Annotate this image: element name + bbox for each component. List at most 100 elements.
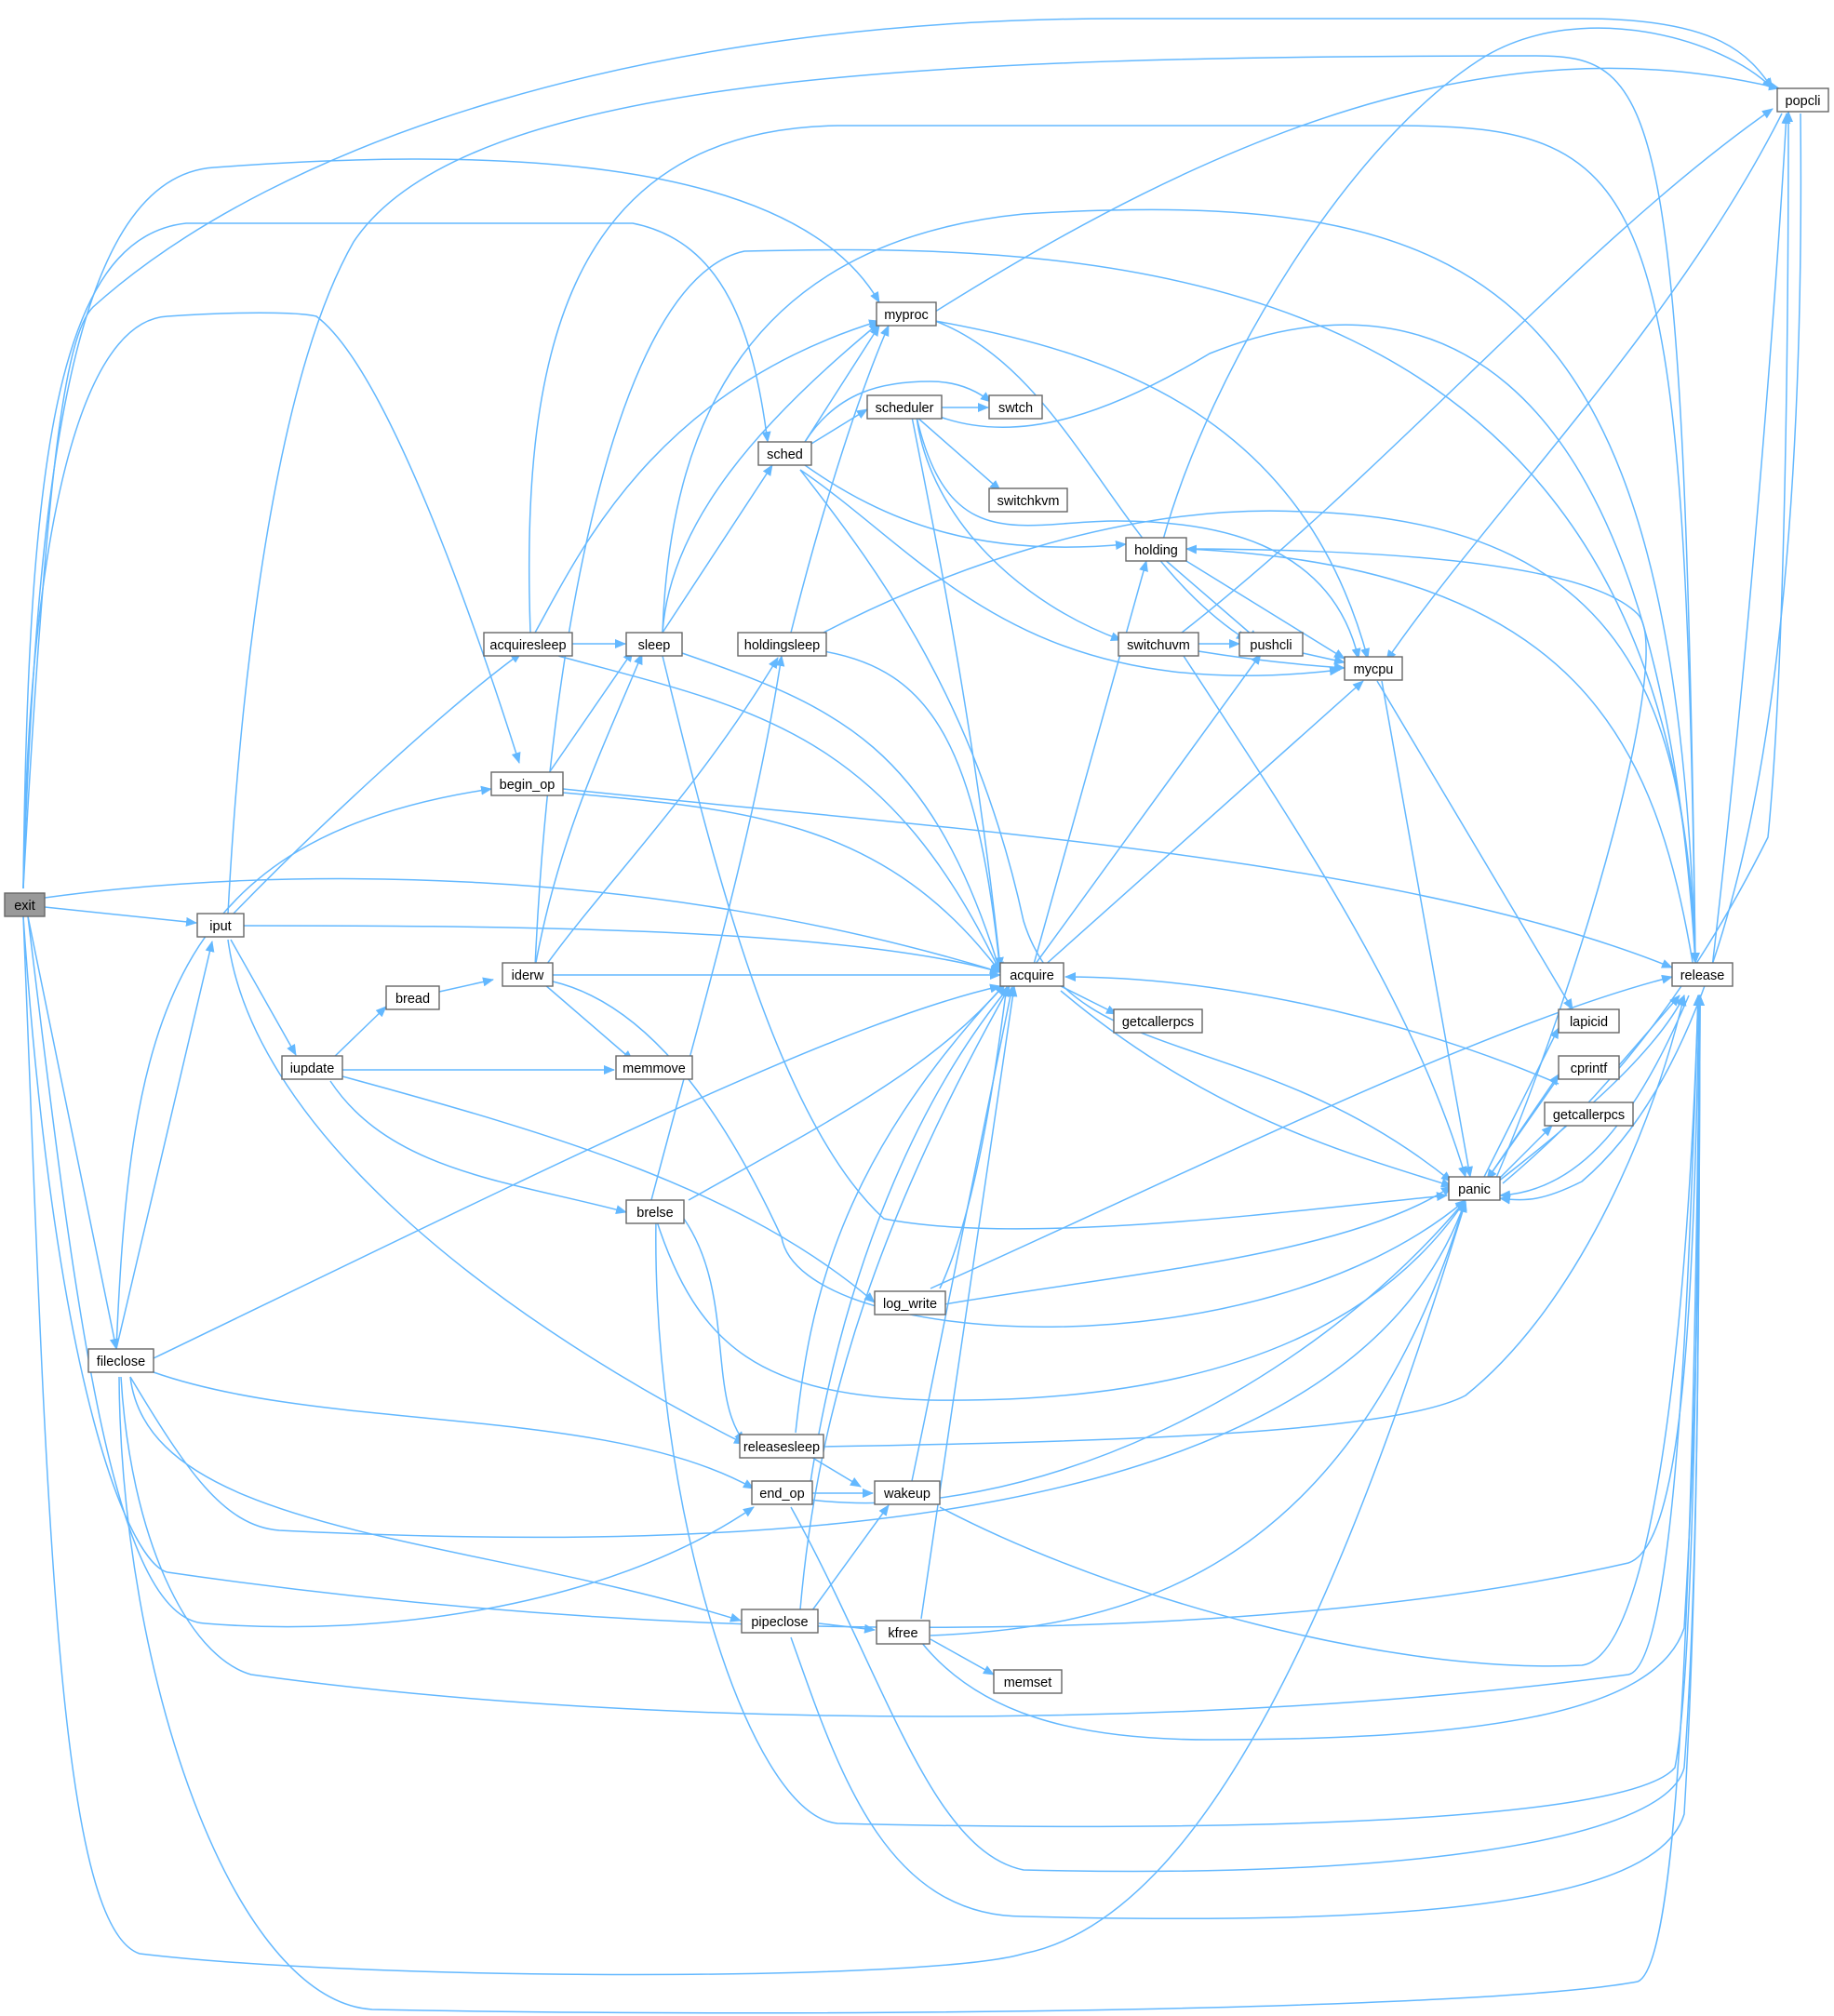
edge-cprintf-panic [1486, 1076, 1560, 1181]
edge-pipeclose-kfree [818, 1622, 876, 1634]
edge-end-op-panic [809, 1199, 1466, 1504]
node-mycpu[interactable]: mycpu [1344, 656, 1403, 681]
edge-myproc-mycpu [934, 320, 1370, 660]
edge-scheduler-switchkvm [916, 416, 1001, 491]
edge-holdingsleep-myproc [790, 325, 890, 634]
edge-iupdate-brelse [329, 1080, 627, 1214]
node-sched[interactable]: sched [757, 441, 812, 466]
edge-sched-myproc [804, 325, 880, 443]
edge-brelse-releasesleep [683, 1218, 745, 1443]
node-wakeup[interactable]: wakeup [874, 1480, 941, 1505]
node-memmove[interactable]: memmove [615, 1055, 693, 1080]
edge-iupdate-log-write [341, 1075, 876, 1303]
svg-text:cprintf: cprintf [1571, 1061, 1608, 1076]
node-end-op[interactable]: end_op [751, 1480, 813, 1505]
node-fileclose[interactable]: fileclose [87, 1348, 154, 1373]
node-switchkvm[interactable]: switchkvm [988, 487, 1068, 513]
edge-iput-acquire [243, 925, 1001, 974]
edge-acquiresleep-release [528, 125, 1700, 964]
edge-panic-getcallerpcs [1497, 1125, 1553, 1181]
node-swtch[interactable]: swtch [988, 394, 1043, 420]
edge-log-write-acquire [939, 985, 1011, 1289]
svg-text:switchuvm: switchuvm [1127, 638, 1190, 653]
svg-text:switchkvm: switchkvm [997, 494, 1060, 509]
edge-release-popcli [1711, 113, 1791, 968]
node-kfree[interactable]: kfree [876, 1620, 930, 1645]
edge-mycpu-panic [1381, 680, 1473, 1178]
edge-iderw-memmove [543, 983, 634, 1061]
svg-text:iupdate: iupdate [290, 1061, 335, 1076]
edge-exit-release [22, 915, 1704, 1628]
node-iupdate[interactable]: iupdate [281, 1055, 343, 1080]
node-getcallerpcs-2[interactable]: getcallerpcs [1544, 1101, 1634, 1127]
node-holding[interactable]: holding [1125, 537, 1187, 562]
node-lapicid[interactable]: lapicid [1558, 1008, 1620, 1034]
edge-iderw-sleep [534, 653, 643, 968]
edge-panic-release [1497, 995, 1685, 1182]
node-getcallerpcs-1[interactable]: getcallerpcs [1113, 1008, 1203, 1034]
node-iput[interactable]: iput [196, 913, 245, 938]
node-brelse[interactable]: brelse [625, 1199, 685, 1224]
node-scheduler[interactable]: scheduler [866, 394, 943, 420]
node-bread[interactable]: bread [385, 985, 440, 1010]
svg-text:release: release [1680, 968, 1725, 983]
edge-pipeclose-acquire [799, 985, 1011, 1610]
svg-text:mycpu: mycpu [1354, 662, 1394, 677]
edge-holdingsleep-release [823, 510, 1700, 964]
edge-exit-panic [22, 915, 1467, 1976]
node-begin-op[interactable]: begin_op [490, 771, 564, 796]
edge-releasesleep-wakeup [809, 1455, 862, 1488]
node-memset[interactable]: memset [993, 1669, 1063, 1694]
edge-switchuvm-popcli [1181, 108, 1774, 634]
edge-brelse-acquire [688, 983, 1006, 1201]
edge-sleep-release [662, 208, 1700, 964]
edge-exit-sched [22, 222, 771, 889]
edge-bread-iderw [438, 977, 494, 993]
svg-text:scheduler: scheduler [876, 401, 934, 416]
edge-log-write-panic [944, 1185, 1452, 1305]
edge-begin-op-acquire [562, 792, 1001, 973]
edge-holdingsleep-acquire [823, 650, 1004, 973]
edge-release-panic [1499, 995, 1690, 1200]
svg-text:myproc: myproc [884, 308, 929, 323]
edge-iput-iupdate [230, 939, 297, 1056]
edge-exit-popcli [22, 18, 1774, 889]
svg-text:acquire: acquire [1010, 968, 1054, 983]
edge-sleep-myproc [662, 322, 880, 634]
node-acquire[interactable]: acquire [999, 962, 1064, 987]
node-pipeclose[interactable]: pipeclose [741, 1609, 819, 1634]
edge-fileclose-release [120, 995, 1703, 1717]
edge-exit-myproc [22, 158, 880, 889]
edge-sleep-panic [662, 655, 1448, 1230]
edge-holding-mycpu [1181, 557, 1345, 660]
edge-kfree-memset [930, 1638, 995, 1676]
edge-acquire-mycpu [1041, 680, 1364, 968]
node-acquiresleep[interactable]: acquiresleep [483, 632, 573, 657]
edge-fileclose-pipeclose [129, 1376, 742, 1622]
node-release[interactable]: release [1671, 962, 1734, 987]
node-holdingsleep[interactable]: holdingsleep [737, 632, 827, 657]
svg-text:iderw: iderw [512, 968, 544, 983]
edge-exit-iput [44, 906, 197, 927]
edge-acquiresleep-myproc [534, 319, 880, 634]
edge-fileclose-panic [129, 1199, 1467, 1539]
edge-fileclose-iput [115, 941, 215, 1350]
edge-sleep-acquire [681, 652, 1002, 973]
node-releasesleep[interactable]: releasesleep [739, 1434, 824, 1459]
node-cprintf[interactable]: cprintf [1558, 1055, 1620, 1080]
edge-pipeclose-wakeup [809, 1504, 890, 1615]
edge-iderw-release [534, 248, 1700, 968]
edge-kfree-panic [930, 1199, 1467, 1636]
node-exit[interactable]: exit [4, 892, 46, 917]
edge-acquire-pushcli [1032, 653, 1262, 968]
node-iderw[interactable]: iderw [502, 962, 554, 987]
node-log-write[interactable]: log_write [874, 1290, 946, 1315]
node-switchuvm[interactable]: switchuvm [1118, 632, 1199, 657]
node-pushcli[interactable]: pushcli [1238, 632, 1304, 657]
node-panic[interactable]: panic [1448, 1176, 1501, 1201]
edge-begin-op-sleep [543, 650, 634, 781]
node-myproc[interactable]: myproc [876, 301, 937, 327]
node-sleep[interactable]: sleep [625, 632, 683, 657]
node-popcli[interactable]: popcli [1776, 87, 1829, 113]
